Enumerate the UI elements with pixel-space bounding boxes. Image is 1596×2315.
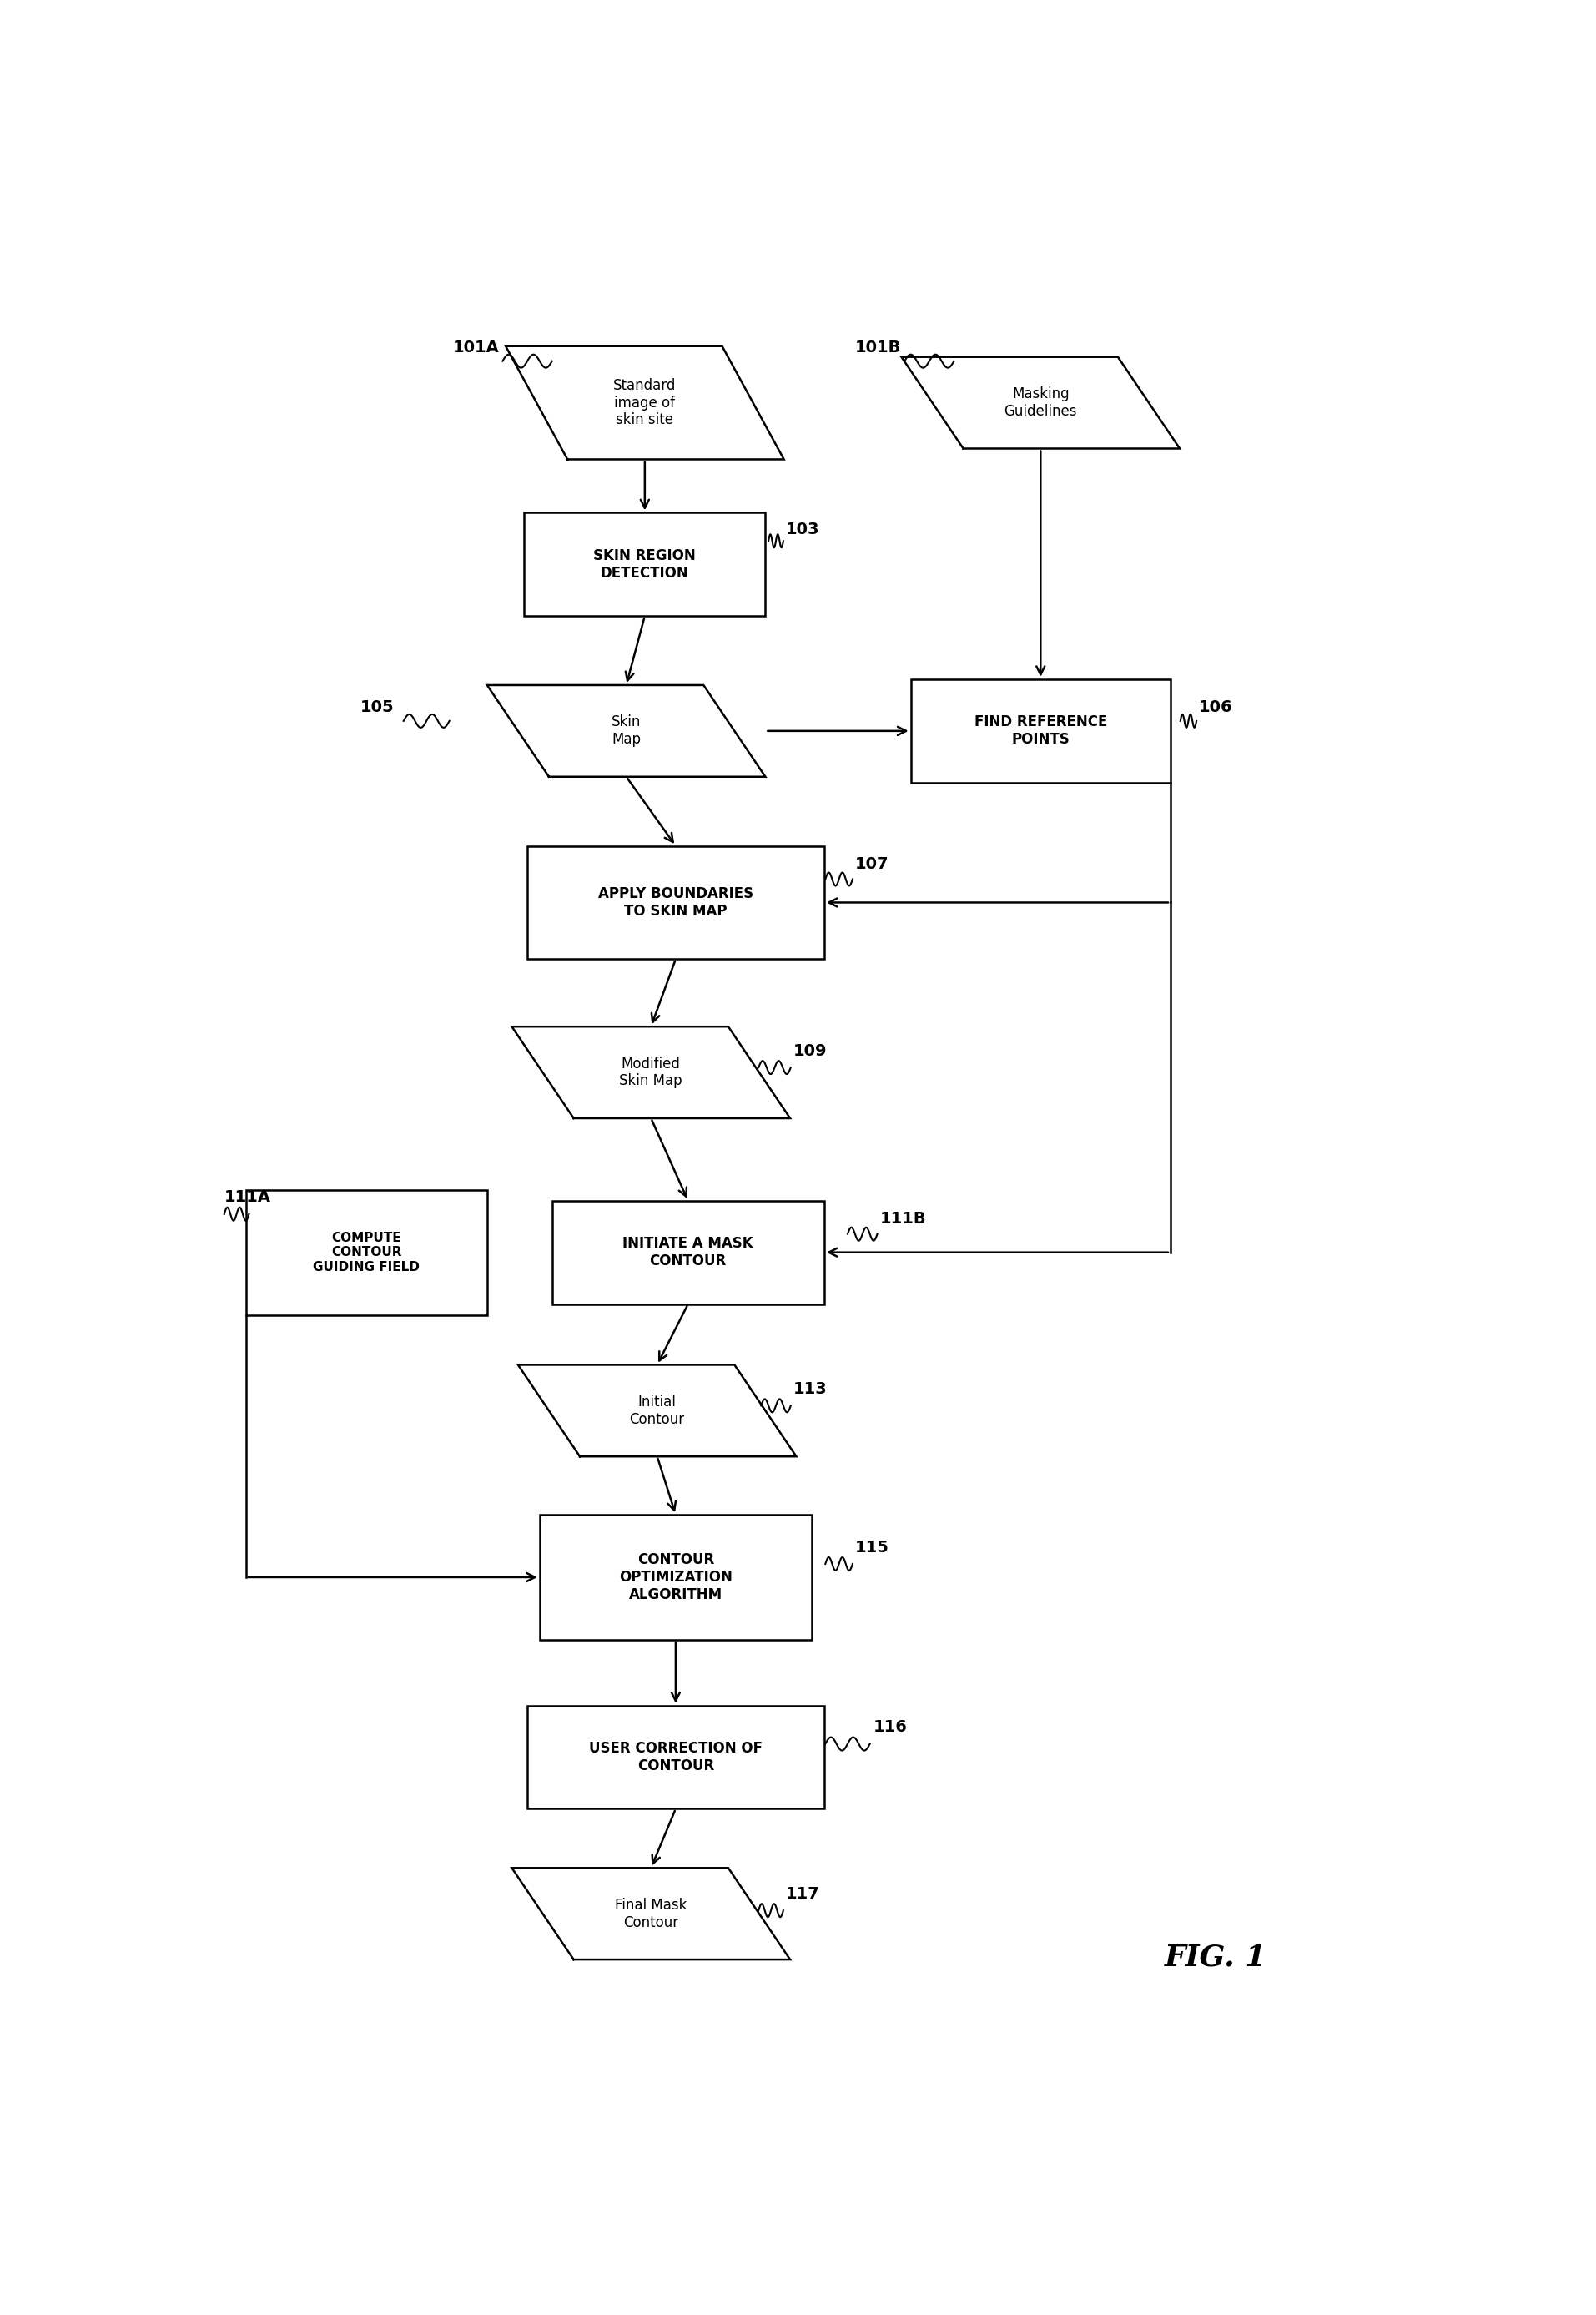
Bar [911,678,1170,782]
Text: SKIN REGION
DETECTION: SKIN REGION DETECTION [594,549,696,581]
Text: 109: 109 [793,1042,827,1058]
Bar [523,512,766,616]
Bar [539,1514,812,1639]
Text: 113: 113 [793,1382,827,1396]
Text: 111A: 111A [223,1190,271,1206]
Text: 103: 103 [785,521,820,537]
Text: CONTOUR
OPTIMIZATION
ALGORITHM: CONTOUR OPTIMIZATION ALGORITHM [619,1553,733,1602]
Text: Final Mask
Contour: Final Mask Contour [614,1898,686,1931]
Text: 115: 115 [855,1539,889,1556]
Text: Modified
Skin Map: Modified Skin Map [619,1056,683,1088]
Text: INITIATE A MASK
CONTOUR: INITIATE A MASK CONTOUR [622,1236,753,1269]
Text: 105: 105 [361,699,394,715]
Polygon shape [512,1026,790,1118]
Text: USER CORRECTION OF
CONTOUR: USER CORRECTION OF CONTOUR [589,1741,763,1773]
Text: Initial
Contour: Initial Contour [629,1394,685,1426]
Text: FIG. 1: FIG. 1 [1163,1942,1267,1972]
Polygon shape [487,685,766,778]
Text: Skin
Map: Skin Map [611,715,642,748]
Text: APPLY BOUNDARIES
TO SKIN MAP: APPLY BOUNDARIES TO SKIN MAP [598,887,753,919]
Bar [246,1190,487,1315]
Text: 107: 107 [855,857,889,873]
Text: 106: 106 [1199,699,1232,715]
Polygon shape [519,1366,796,1456]
Text: Standard
image of
skin site: Standard image of skin site [613,377,677,428]
Bar [552,1201,824,1303]
Bar [527,845,824,958]
Text: 101A: 101A [453,340,500,357]
Text: 101B: 101B [855,340,902,357]
Text: 117: 117 [785,1887,820,1901]
Text: 111B: 111B [879,1211,926,1227]
Polygon shape [512,1868,790,1958]
Text: COMPUTE
CONTOUR
GUIDING FIELD: COMPUTE CONTOUR GUIDING FIELD [313,1232,420,1273]
Text: FIND REFERENCE
POINTS: FIND REFERENCE POINTS [974,715,1108,748]
Text: Masking
Guidelines: Masking Guidelines [1004,387,1077,419]
Polygon shape [902,357,1179,449]
Bar [527,1706,824,1808]
Polygon shape [506,347,784,458]
Text: 116: 116 [873,1720,908,1734]
